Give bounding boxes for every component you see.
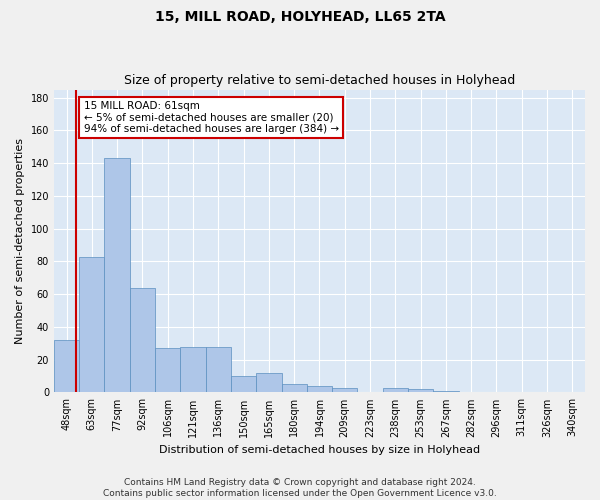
Y-axis label: Number of semi-detached properties: Number of semi-detached properties [15, 138, 25, 344]
Bar [79, 256, 104, 392]
Bar [332, 388, 358, 392]
Bar [256, 373, 281, 392]
Title: Size of property relative to semi-detached houses in Holyhead: Size of property relative to semi-detach… [124, 74, 515, 87]
Text: Contains HM Land Registry data © Crown copyright and database right 2024.
Contai: Contains HM Land Registry data © Crown c… [103, 478, 497, 498]
Bar [307, 386, 332, 392]
Bar [130, 288, 155, 393]
Bar [408, 389, 433, 392]
Bar [104, 158, 130, 392]
Bar [181, 346, 206, 393]
Bar [54, 340, 79, 392]
Bar [281, 384, 307, 392]
Bar [155, 348, 181, 393]
Text: 15, MILL ROAD, HOLYHEAD, LL65 2TA: 15, MILL ROAD, HOLYHEAD, LL65 2TA [155, 10, 445, 24]
Bar [433, 391, 458, 392]
Text: 15 MILL ROAD: 61sqm
← 5% of semi-detached houses are smaller (20)
94% of semi-de: 15 MILL ROAD: 61sqm ← 5% of semi-detache… [83, 101, 338, 134]
X-axis label: Distribution of semi-detached houses by size in Holyhead: Distribution of semi-detached houses by … [159, 445, 480, 455]
Bar [231, 376, 256, 392]
Bar [206, 346, 231, 393]
Bar [383, 388, 408, 392]
